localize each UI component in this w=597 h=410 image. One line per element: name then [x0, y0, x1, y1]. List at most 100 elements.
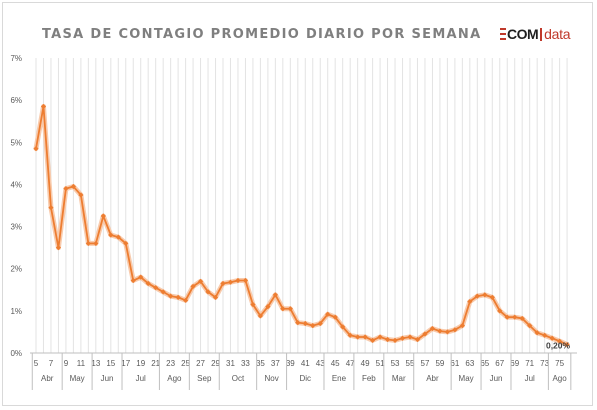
x-tick-label: 29: [211, 359, 220, 368]
month-label: Ago: [552, 374, 567, 383]
y-tick-label: 2%: [10, 265, 22, 274]
data-point: [280, 306, 286, 312]
data-point: [250, 301, 256, 308]
data-point: [564, 341, 570, 348]
logo-data-text: data: [544, 26, 571, 42]
data-point: [444, 329, 450, 335]
data-point: [549, 335, 555, 341]
x-tick-label: 25: [181, 359, 190, 368]
data-point: [377, 334, 383, 340]
data-point: [85, 240, 91, 247]
data-point: [384, 336, 391, 343]
x-tick-label: 7: [49, 359, 54, 368]
month-label: Jun: [101, 374, 114, 383]
x-tick-label: 71: [525, 359, 534, 368]
x-tick-label: 37: [271, 359, 280, 368]
data-point: [459, 323, 465, 329]
y-tick-label: 7%: [10, 54, 22, 63]
data-point: [78, 192, 84, 198]
x-tick-label: 41: [301, 359, 310, 368]
x-axis: 5 7 9 11 13 15 17 19 21 23 25 27 29 31 33 35 37 39 41 43 45 4…: [30, 352, 577, 390]
data-point: [40, 103, 47, 110]
data-point: [100, 213, 106, 219]
data-point: [33, 146, 39, 152]
data-point: [197, 278, 204, 284]
y-tick-label: 0%: [10, 349, 22, 358]
logo-ecom-text: COM: [507, 26, 539, 42]
data-point: [437, 328, 443, 334]
data-point: [257, 313, 263, 319]
x-tick-label: 69: [510, 359, 519, 368]
data-point: [302, 320, 308, 327]
data-point: [153, 285, 159, 291]
data-point: [340, 324, 346, 330]
data-point: [93, 240, 99, 247]
plot-area: 0,20%: [33, 103, 571, 351]
data-point: [145, 280, 151, 287]
x-tick-label: 19: [136, 359, 145, 368]
data-point: [325, 311, 331, 317]
data-point: [467, 298, 473, 305]
x-tick-label: 15: [106, 359, 115, 368]
month-label: Ago: [167, 374, 182, 383]
ecomdata-logo: COM data: [500, 25, 571, 43]
data-point: [422, 331, 428, 337]
data-point: [175, 294, 181, 300]
data-point: [190, 283, 196, 290]
month-label: Feb: [362, 374, 376, 383]
x-tick-label: 67: [495, 359, 504, 368]
logo-separator: [540, 27, 543, 41]
data-point: [265, 304, 271, 310]
x-tick-label: 5: [34, 359, 39, 368]
data-point: [557, 338, 563, 344]
data-point: [183, 297, 189, 303]
data-point: [220, 280, 226, 287]
data-point: [534, 330, 540, 336]
data-point: [392, 337, 398, 343]
x-tick-label: 27: [196, 359, 205, 368]
x-tick-label: 23: [166, 359, 175, 368]
data-point: [355, 334, 361, 340]
data-point: [370, 337, 376, 343]
data-point: [138, 274, 144, 280]
x-tick-label: 47: [346, 359, 355, 368]
data-point: [399, 335, 406, 341]
data-point: [168, 293, 174, 299]
x-tick-label: 75: [555, 359, 564, 368]
month-label: Oct: [232, 374, 245, 383]
x-tick-label: 17: [121, 359, 130, 368]
data-point: [295, 320, 301, 326]
x-tick-label: 21: [151, 359, 160, 368]
x-tick-label: 33: [241, 359, 250, 368]
data-point: [272, 292, 278, 298]
month-label: Dic: [299, 374, 311, 383]
series-line-glow: [33, 103, 570, 348]
data-point: [519, 315, 525, 322]
last-value-label: 0,20%: [546, 341, 571, 351]
x-tick-label: 65: [480, 359, 489, 368]
data-point: [414, 336, 421, 343]
x-tick-label: 11: [77, 359, 86, 368]
data-point: [115, 234, 121, 240]
month-label: Abr: [41, 374, 54, 383]
data-point: [242, 277, 249, 284]
x-tick-label: 63: [465, 359, 474, 368]
y-tick-label: 3%: [10, 223, 22, 232]
data-point: [332, 314, 338, 320]
data-point: [123, 240, 129, 247]
x-tick-label: 73: [540, 359, 549, 368]
month-label: Abr: [426, 374, 439, 383]
y-tick-label: 5%: [10, 138, 22, 147]
month-label: Nov: [265, 374, 279, 383]
series-line: [35, 105, 568, 346]
x-tick-label: 13: [91, 359, 100, 368]
x-tick-label: 53: [391, 359, 400, 368]
x-tick-label: 31: [226, 359, 235, 368]
data-point: [474, 293, 480, 299]
data-point: [130, 277, 136, 284]
data-point: [497, 308, 503, 314]
data-point: [48, 205, 54, 211]
x-tick-label: 45: [331, 359, 340, 368]
chart-title: TASA DE CONTAGIO PROMEDIO DIARIO POR SEM…: [42, 27, 482, 42]
x-tick-label: 49: [361, 359, 370, 368]
